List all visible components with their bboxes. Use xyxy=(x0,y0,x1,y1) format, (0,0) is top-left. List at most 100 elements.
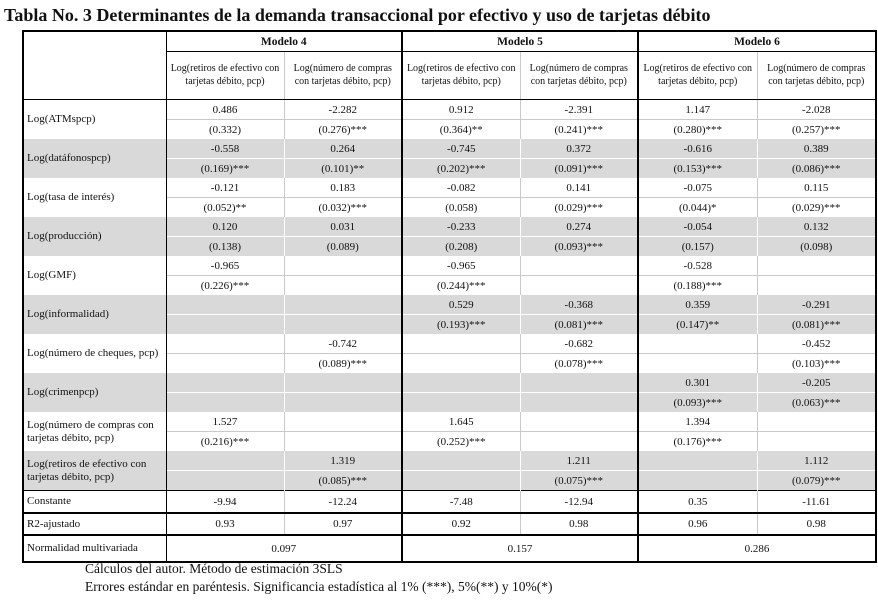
se-cell: (0.216)*** xyxy=(166,431,285,451)
model-header-4: Modelo 4 xyxy=(166,31,402,52)
se-cell: (0.153)*** xyxy=(637,158,758,178)
se-cell: (0.089)*** xyxy=(284,353,402,373)
value-cell: -12.24 xyxy=(284,490,402,513)
coef-cell xyxy=(520,256,638,276)
se-cell: (0.093)*** xyxy=(637,392,758,412)
table-header: Modelo 4 Modelo 5 Modelo 6 Log(retiros d… xyxy=(23,31,876,100)
variable-group: Log(producción) 0.120 0.031 -0.233 0.274 -0.0… xyxy=(23,217,876,256)
coef-cell xyxy=(757,256,876,276)
coef-cell: 0.529 xyxy=(401,295,521,315)
value-cell: 0.98 xyxy=(757,512,876,535)
se-cell: (0.086)*** xyxy=(757,158,876,178)
coef-cell xyxy=(637,451,758,471)
coef-cell: 1.527 xyxy=(166,412,285,432)
row-label: Log(datáfonospcp) xyxy=(23,139,167,178)
se-cell: (0.241)*** xyxy=(520,119,638,139)
se-cell: (0.157) xyxy=(637,236,758,256)
se-cell: (0.147)** xyxy=(637,314,758,334)
value-cell: 0.92 xyxy=(401,512,521,535)
col-header-retiros: Log(retiros de efectivo con tarjetas déb… xyxy=(637,51,758,100)
note-method: Cálculos del autor. Método de estimación… xyxy=(85,561,343,576)
coef-cell: -0.742 xyxy=(328,337,357,350)
coef-cell: 1.112 xyxy=(757,451,876,471)
se-cell: (0.063)*** xyxy=(757,392,876,412)
value-cell: 0.97 xyxy=(284,512,402,535)
value-cell: 0.286 xyxy=(637,534,876,562)
se-cell xyxy=(520,392,638,412)
se-cell xyxy=(637,353,758,373)
se-cell: (0.081)*** xyxy=(757,314,876,334)
coef-cell: -0.558 xyxy=(166,139,285,159)
coef-cell xyxy=(166,295,285,315)
coef-cell: -0.205 xyxy=(757,373,876,393)
se-cell: (0.252)*** xyxy=(401,431,521,451)
se-cell: (0.244)*** xyxy=(401,275,521,295)
value-cell: 0.93 xyxy=(166,512,285,535)
row-label: Log(crimenpcp) xyxy=(23,373,167,412)
se-cell xyxy=(284,431,402,451)
se-cell: (0.226)*** xyxy=(166,275,285,295)
coef-cell xyxy=(166,373,285,393)
coef-cell xyxy=(284,412,402,432)
coef-cell: -0.528 xyxy=(637,256,758,276)
row-label: Log(tasa de interés) xyxy=(23,178,167,217)
se-cell xyxy=(284,392,402,412)
coef-cell xyxy=(637,334,758,354)
se-cell: (0.332) xyxy=(166,119,285,139)
coef-cell: 0.359 xyxy=(637,295,758,315)
table-row-coef: Log(ATMspcp) 0.486 -2.282 0.912 -2.391 1.147 -… xyxy=(23,99,876,139)
col-header-retiros: Log(retiros de efectivo con tarjetas déb… xyxy=(401,51,521,100)
row-label: Log(número de cheques, pcp) xyxy=(23,334,167,373)
se-cell xyxy=(166,353,285,373)
coef-cell: -0.965 xyxy=(166,256,285,276)
variable-group: Log(informalidad) 0.529 -0.368 0.359 -0.291(… xyxy=(23,295,876,334)
row-label: Log(ATMspcp) xyxy=(23,99,167,139)
row-label: Log(retiros de efectivo con tarjetas déb… xyxy=(23,451,167,491)
table-row-coef: Log(número de cheques, pcp) -0.742 -0.682 -… xyxy=(23,334,876,373)
se-cell: (0.075)*** xyxy=(520,470,638,491)
se-cell: (0.044)* xyxy=(637,197,758,217)
coef-cell xyxy=(166,334,285,354)
variable-group: Log(ATMspcp) 0.486 -2.282 0.912 -2.391 1.147 -… xyxy=(23,99,876,139)
value-cell: -9.94 xyxy=(166,490,285,513)
se-cell: (0.091)*** xyxy=(520,158,638,178)
se-cell xyxy=(401,353,521,373)
coef-cell: 0.141 xyxy=(566,181,592,194)
coef-cell: -0.121 xyxy=(166,178,285,198)
coef-cell: 1.147 xyxy=(637,99,758,120)
se-cell: (0.052)** xyxy=(166,197,285,217)
variable-group: Log(retiros de efectivo con tarjetas déb… xyxy=(23,451,876,491)
se-cell: (0.029)*** xyxy=(757,197,876,217)
row-label: R2-ajustado xyxy=(23,512,167,535)
model-header-5: Modelo 5 xyxy=(401,31,638,52)
table-row-coef: Log(datáfonospcp) -0.558 0.264 -0.745 0.372-… xyxy=(23,139,876,178)
normalidad-row: Normalidad multivariada 0.097 0.157 0.28… xyxy=(23,534,876,562)
coef-cell: 1.319 xyxy=(284,451,402,471)
coef-cell: 0.486 xyxy=(166,99,285,120)
value-cell: 0.98 xyxy=(520,512,638,535)
table-row-se: (0.332) (0.276)*** (0.364)** (0.241)*** (0.2… xyxy=(23,119,876,139)
table-row-se: (0.216)*** (0.252)*** (0.176)*** xyxy=(23,431,876,451)
coef-cell xyxy=(166,451,285,471)
coef-cell: -2.282 xyxy=(328,103,357,116)
row-label: Log(informalidad) xyxy=(23,295,167,334)
table-row-coef: Log(número de compras con tarjetas débit… xyxy=(23,412,876,451)
coef-cell: 1.394 xyxy=(637,412,758,432)
se-cell: (0.176)*** xyxy=(637,431,758,451)
row-label: Log(GMF) xyxy=(23,256,167,295)
coef-cell: 0.031 xyxy=(284,217,402,237)
se-cell: (0.193)*** xyxy=(401,314,521,334)
se-cell: (0.093)*** xyxy=(520,236,638,256)
se-cell xyxy=(401,392,521,412)
coef-cell: -0.745 xyxy=(401,139,521,159)
coef-cell: -0.616 xyxy=(637,139,758,159)
se-cell: (0.089) xyxy=(284,236,402,256)
variable-group: Log(crimenpcp) 0.301 -0.205 (0.093)*** (0.06… xyxy=(23,373,876,412)
value-cell: 0.097 xyxy=(166,534,402,562)
col-header-compras: Log(número de compras con tarjetas débit… xyxy=(520,51,638,100)
se-cell xyxy=(520,431,638,451)
coef-cell: 0.183 xyxy=(330,181,356,194)
se-cell: (0.081)*** xyxy=(520,314,638,334)
row-label: Log(producción) xyxy=(23,217,167,256)
variable-group: Log(número de compras con tarjetas débit… xyxy=(23,412,876,451)
